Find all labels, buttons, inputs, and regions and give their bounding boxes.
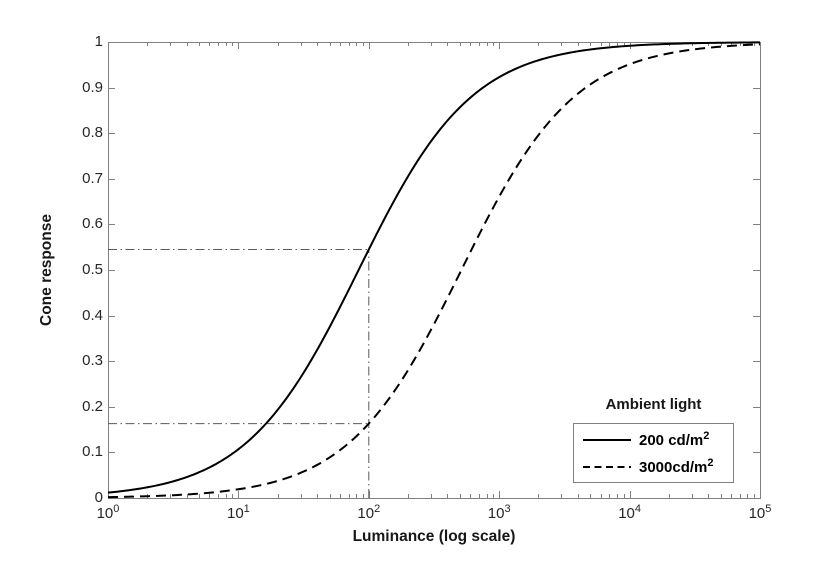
y-tick-label: 0.7 — [82, 169, 103, 187]
solid-line-sample — [583, 438, 631, 441]
x-tick-label: 102 — [357, 503, 381, 522]
y-tick-label: 0.8 — [82, 124, 103, 142]
y-tick-label: 0.9 — [82, 78, 103, 96]
y-tick-label: 0.2 — [82, 397, 103, 415]
x-tick-label: 104 — [618, 503, 641, 522]
curve-200-cd-m-2 — [107, 41, 761, 494]
legend-title: Ambient light — [605, 396, 702, 413]
curve-3000cd-m-2 — [107, 43, 761, 499]
legend: 200 cd/m2 3000cd/m2 — [573, 423, 734, 483]
x-tick-label: 105 — [748, 503, 772, 522]
y-tick-label: 0 — [94, 489, 103, 506]
legend-label: 200 cd/m2 — [639, 430, 710, 449]
x-axis-label: Luminance (log scale) — [352, 528, 516, 545]
y-tick-label: 0.3 — [82, 352, 103, 370]
y-tick-label: 0.1 — [82, 443, 103, 461]
legend-entry-200: 200 cd/m2 — [582, 427, 725, 453]
legend-entry-3000: 3000cd/m2 — [582, 454, 725, 480]
y-tick-label: 0.6 — [82, 215, 103, 233]
y-axis-label: Cone response — [38, 214, 55, 326]
x-tick-label: 100 — [96, 503, 120, 522]
y-tick-label: 0.5 — [82, 261, 103, 278]
y-tick-label: 1 — [94, 33, 103, 50]
legend-label: 3000cd/m2 — [639, 457, 714, 476]
dashed-line-sample — [583, 465, 631, 468]
x-tick-label: 103 — [487, 503, 511, 522]
y-tick-label: 0.4 — [82, 306, 103, 324]
x-tick-label: 101 — [226, 503, 250, 522]
